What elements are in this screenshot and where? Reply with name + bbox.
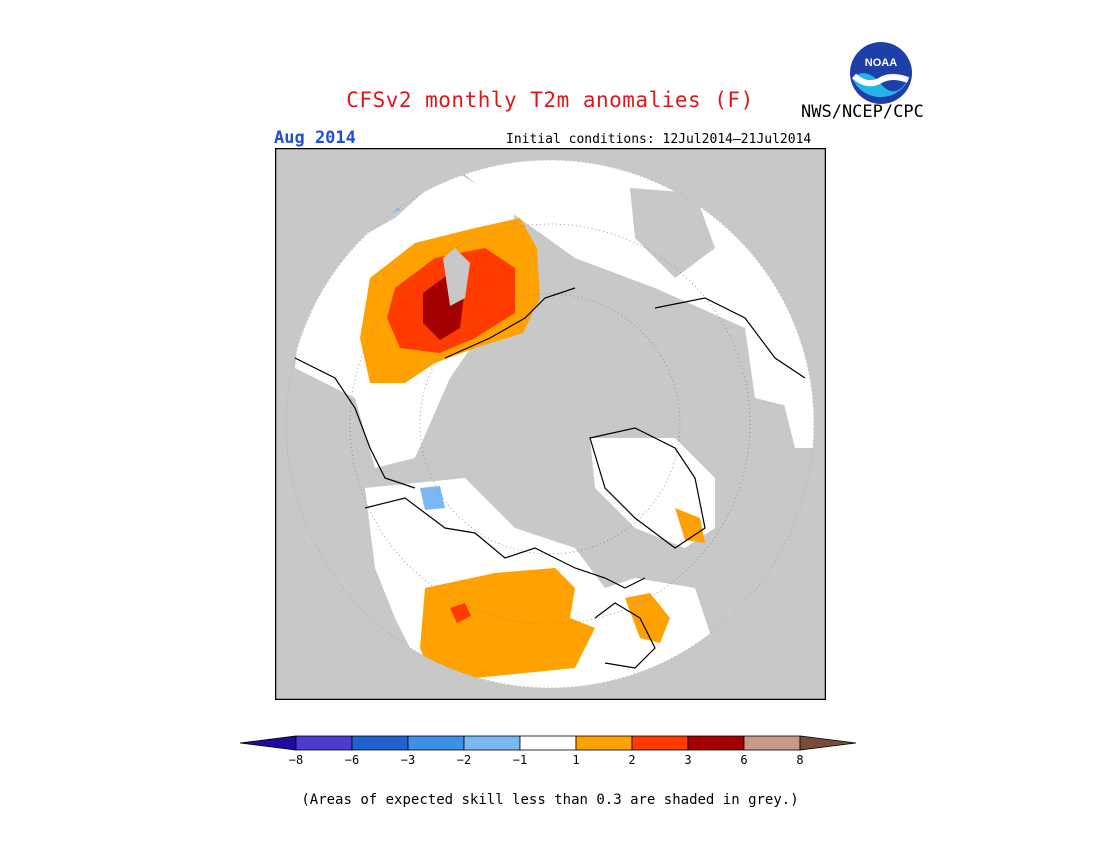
legend-tick-label: −2 [457, 753, 471, 767]
map-frame [275, 148, 826, 700]
legend-tick-label: −6 [345, 753, 359, 767]
anomaly-1-2-canada [420, 568, 595, 683]
skill-mask-patch [630, 188, 715, 278]
coastline [594, 602, 656, 669]
coastline-greenland [589, 427, 706, 549]
coastline [364, 497, 646, 589]
logo-wave [852, 73, 910, 98]
chart-title: CFSv2 monthly T2m anomalies (F) [346, 88, 754, 112]
anomaly-1-2-greenland [675, 508, 705, 543]
legend-tick-label: −1 [513, 753, 527, 767]
polar-anomaly-map [275, 148, 826, 700]
legend-tick-label: 3 [684, 753, 691, 767]
valid-period: Aug 2014 [274, 128, 356, 148]
logo-text: NOAA [865, 57, 897, 69]
agency-label: NWS/NCEP/CPC [801, 102, 924, 122]
legend-swatch [407, 735, 465, 751]
legend-tick-label: 6 [740, 753, 747, 767]
coastline [444, 287, 576, 359]
legend-tick-label: 8 [796, 753, 803, 767]
legend-swatch [743, 735, 801, 751]
legend-arrow-left [239, 735, 297, 751]
legend-swatch [687, 735, 745, 751]
legend-tick-label: 1 [572, 753, 579, 767]
legend-ticks: −8 −6 −3 −2 −1 1 2 3 6 8 [289, 753, 804, 767]
legend-swatch [575, 735, 633, 751]
latitude-circle [349, 223, 751, 625]
initial-conditions: Initial conditions: 12Jul2014–21Jul2014 [506, 132, 812, 147]
legend-tick-label: 2 [628, 753, 635, 767]
coastline [294, 357, 416, 489]
coastline [654, 297, 806, 379]
legend-tick-label: −3 [401, 753, 415, 767]
legend-tick-label: −8 [289, 753, 303, 767]
legend-swatch [351, 735, 409, 751]
skill-mask-patch [443, 248, 470, 306]
legend-bar [239, 735, 857, 751]
skill-footnote: (Areas of expected skill less than 0.3 a… [301, 792, 799, 808]
logo-bird [852, 73, 910, 87]
latitude-circle [419, 293, 681, 555]
legend-swatch [519, 735, 577, 751]
legend-swatch [295, 735, 353, 751]
legend-swatch [463, 735, 521, 751]
noaa-logo: NOAA [850, 42, 912, 104]
legend-arrow-right [799, 735, 857, 751]
anomaly-1-2-hudson [625, 593, 670, 643]
anomaly-2-3-canada [450, 603, 471, 623]
color-legend: −8 −6 −3 −2 −1 1 2 3 6 8 [239, 735, 857, 767]
legend-swatch [631, 735, 689, 751]
